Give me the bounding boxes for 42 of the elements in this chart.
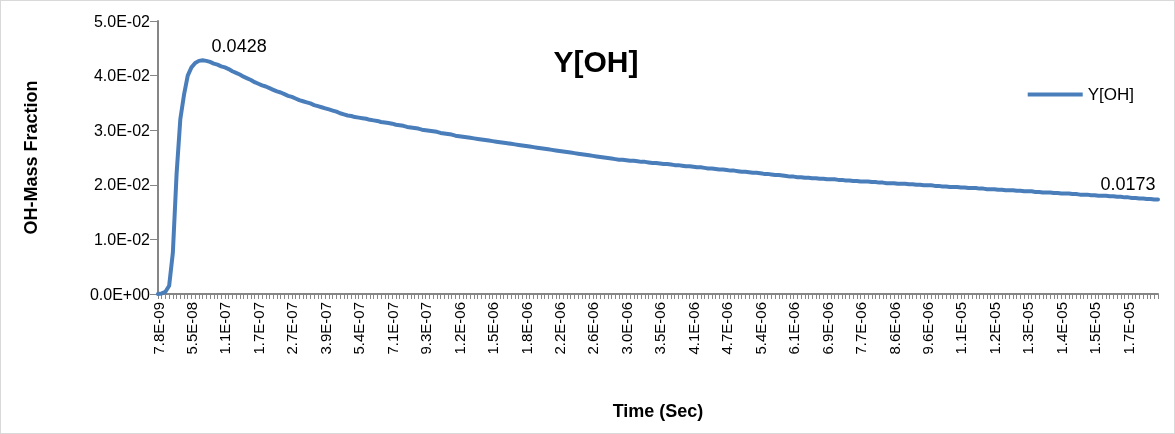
- data-label: 0.0173: [1100, 173, 1156, 194]
- x-tick-label: 1.5E-05: [1086, 302, 1104, 355]
- x-tick-label: 4.1E-06: [684, 302, 702, 355]
- x-tick-label: 3.9E-07: [316, 302, 334, 355]
- x-tick-label: 5.4E-06: [751, 302, 769, 355]
- y-tick-label: 1.0E-02: [93, 230, 151, 248]
- x-tick-label: 1.5E-06: [484, 302, 502, 355]
- x-tick-label: 1.4E-05: [1052, 302, 1070, 355]
- y-axis-title: OH-Mass Fraction: [21, 80, 41, 235]
- x-tick-label: 1.1E-05: [952, 302, 970, 355]
- x-tick-label: 9.3E-07: [417, 302, 435, 355]
- y-tick-label: 0.0E+00: [89, 285, 151, 303]
- x-tick-label: 6.1E-06: [785, 302, 803, 355]
- x-tick-label: 1.2E-05: [985, 302, 1003, 355]
- x-tick-label: 2.7E-07: [283, 302, 301, 355]
- y-tick-label: 5.0E-02: [93, 12, 151, 30]
- text: Y[OH]: [553, 44, 639, 78]
- x-tick-label: 2.2E-06: [550, 302, 568, 355]
- y-tick-label: 4.0E-02: [93, 67, 151, 85]
- x-tick-label: 1.3E-05: [1019, 302, 1037, 355]
- x-tick-label: 7.8E-09: [149, 302, 167, 355]
- y-tick-label: 3.0E-02: [93, 121, 151, 139]
- x-tick-label: 9.6E-06: [919, 302, 937, 355]
- y-tick-label: 2.0E-02: [93, 176, 151, 194]
- x-axis-title: Time (Sec): [612, 401, 704, 421]
- x-tick-label: 3.0E-06: [617, 302, 635, 355]
- x-tick-label: 3.5E-06: [651, 302, 669, 355]
- x-tick-label: 7.7E-06: [852, 302, 870, 355]
- legend-label: Y[OH]: [1087, 85, 1135, 104]
- x-tick-label: 5.5E-08: [182, 302, 200, 355]
- x-tick-label: 7.1E-07: [383, 302, 401, 355]
- x-tick-label: 8.6E-06: [885, 302, 903, 355]
- x-tick-label: 1.2E-06: [450, 302, 468, 355]
- x-tick-label: 1.7E-05: [1119, 302, 1137, 355]
- data-label: 0.0428: [211, 36, 267, 57]
- x-tick-label: 1.8E-06: [517, 302, 535, 355]
- x-tick-label: 4.7E-06: [718, 302, 736, 355]
- x-tick-label: 6.9E-06: [818, 302, 836, 355]
- x-tick-label: 1.1E-07: [216, 302, 234, 355]
- x-tick-label: 5.4E-07: [350, 302, 368, 355]
- x-tick-label: 1.7E-07: [249, 302, 267, 355]
- x-tick-label: 2.6E-06: [584, 302, 602, 355]
